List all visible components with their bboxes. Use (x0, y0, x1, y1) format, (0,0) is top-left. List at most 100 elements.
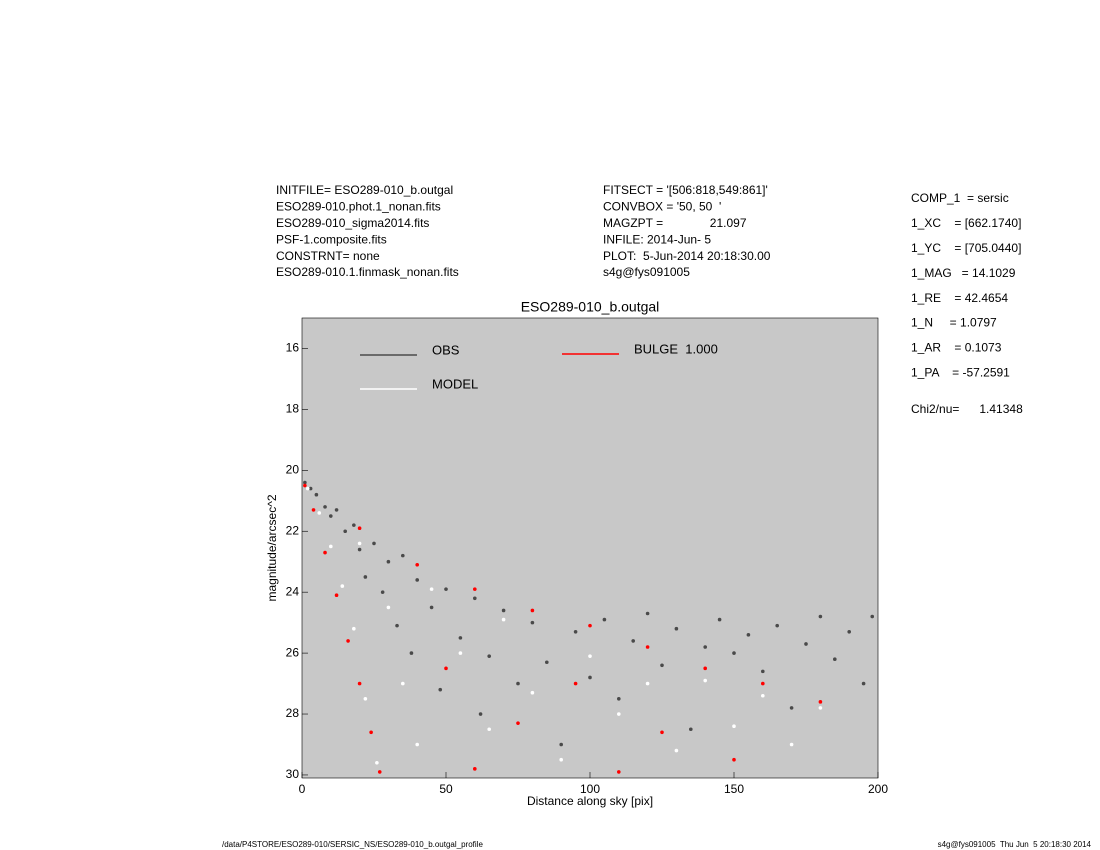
point (352, 626, 356, 631)
point (530, 608, 535, 613)
point (732, 651, 736, 655)
y-tick-label: 22 (286, 523, 300, 537)
point (340, 584, 345, 588)
point (789, 742, 794, 747)
point (415, 578, 420, 582)
point (660, 730, 664, 735)
x-axis-label: Distance along sky [pix] (527, 794, 653, 808)
point (804, 642, 808, 646)
point (386, 559, 391, 564)
point (559, 742, 563, 747)
point (323, 550, 327, 555)
point (833, 657, 837, 661)
x-tick-label: 100 (580, 782, 600, 796)
point (501, 608, 506, 613)
point (444, 666, 448, 671)
point (357, 526, 362, 530)
point (375, 760, 379, 765)
point (818, 706, 823, 710)
point (363, 696, 368, 701)
point (487, 727, 492, 732)
point (308, 486, 313, 491)
point (473, 767, 477, 771)
x-tick-label: 200 (868, 782, 888, 796)
point (487, 654, 492, 658)
point (617, 770, 621, 774)
point (343, 529, 348, 534)
point (789, 706, 794, 710)
point (401, 553, 405, 558)
footer-left: /data/P4STORE/ESO289-010/SERSIC_NS/ESO28… (222, 840, 483, 849)
point (588, 654, 592, 658)
y-tick-label: 30 (286, 767, 300, 781)
header-line: ESO289-010_sigma2014.fits (276, 216, 429, 230)
y-tick-label: 16 (286, 341, 300, 355)
point (305, 486, 310, 491)
point (870, 614, 875, 619)
point (588, 623, 592, 628)
point (329, 514, 333, 518)
point (530, 620, 535, 625)
chi2: Chi2/nu= 1.41348 (911, 402, 1023, 416)
parameter: 1_XC = [662.1740] (911, 216, 1021, 230)
footer-right: s4g@fys091005 Thu Jun 5 20:18:30 2014 (938, 840, 1092, 849)
point (746, 633, 751, 637)
y-tick-label: 24 (286, 584, 300, 598)
point (303, 480, 307, 485)
point (334, 593, 339, 598)
point (473, 587, 477, 591)
parameter: 1_AR = 0.1073 (911, 341, 1002, 355)
point (516, 721, 520, 725)
point (559, 757, 563, 762)
point (775, 623, 779, 628)
y-axis-label: magnitude/arcsec^2 (265, 494, 279, 601)
parameter: 1_PA = -57.2591 (911, 365, 1010, 379)
header-line: INFILE: 2014-Jun- 5 (603, 232, 711, 246)
point (660, 663, 664, 668)
y-tick-label: 28 (286, 706, 300, 720)
x-tick-label: 150 (724, 782, 744, 796)
point (645, 681, 650, 686)
point (602, 617, 607, 622)
header-line: MAGZPT = 21.097 (603, 216, 747, 230)
point (645, 645, 650, 649)
point (573, 629, 578, 634)
point (369, 730, 373, 735)
point (761, 681, 765, 686)
point (516, 681, 520, 686)
point (631, 639, 635, 643)
point (352, 523, 356, 527)
point (674, 626, 679, 631)
point (415, 742, 420, 747)
point (409, 651, 414, 655)
point (473, 596, 477, 601)
point (372, 541, 376, 546)
point (363, 575, 368, 579)
point (401, 681, 405, 686)
point (429, 587, 434, 591)
point (674, 748, 679, 753)
point (377, 770, 382, 774)
legend-label: BULGE 1.000 (634, 341, 718, 356)
point (703, 666, 707, 671)
header-line: PLOT: 5-Jun-2014 20:18:30.00 (603, 249, 771, 263)
point (458, 651, 463, 655)
point (732, 757, 736, 762)
y-tick-label: 26 (286, 645, 300, 659)
point (395, 623, 399, 628)
point (861, 681, 866, 686)
point (311, 508, 316, 512)
legend-label: MODEL (432, 376, 478, 391)
legend-label: OBS (432, 342, 460, 357)
point (444, 587, 448, 591)
points (303, 480, 875, 774)
header-line: s4g@fys091005 (603, 265, 690, 279)
point (545, 660, 549, 665)
point (314, 492, 319, 497)
header-line: CONVBOX = '50, 50 ' (603, 200, 721, 214)
point (818, 614, 823, 619)
point (617, 696, 621, 701)
chart-title: ESO289-010_b.outgal (521, 299, 660, 315)
point (415, 562, 420, 567)
